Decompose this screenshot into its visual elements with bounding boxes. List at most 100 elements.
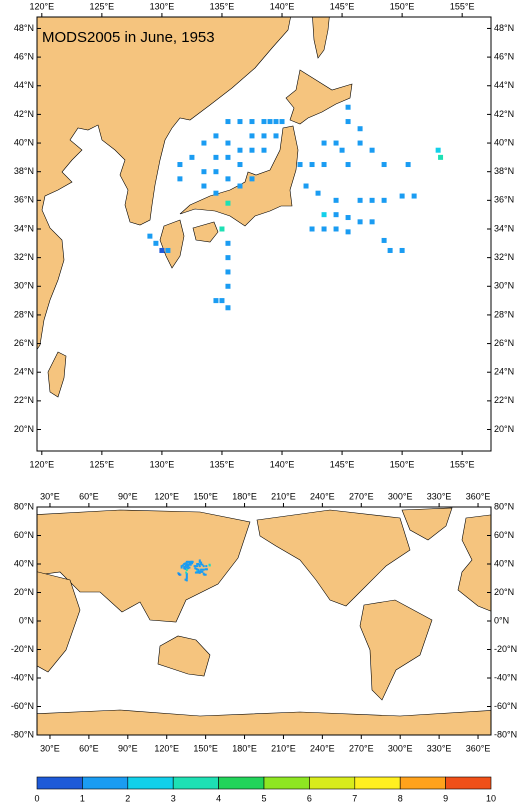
y-tick-label: -40°N: [11, 672, 34, 682]
observation-cell: [201, 568, 204, 571]
observation-cell: [405, 162, 411, 168]
south-america: [359, 599, 433, 701]
observation-cell: [438, 154, 444, 160]
observation-cell: [213, 133, 219, 139]
y-tick-label: 24°N: [494, 367, 514, 377]
observation-cell: [177, 176, 183, 182]
observation-cell: [184, 564, 187, 567]
x-tick-label: 270°E: [349, 491, 374, 501]
observation-layer: [147, 104, 444, 311]
y-tick-label: 0°N: [19, 615, 34, 625]
y-tick-label: 20°N: [494, 424, 514, 434]
observation-cell: [179, 573, 182, 576]
colorbar-label: 4: [216, 793, 221, 803]
observation-cell: [197, 571, 200, 574]
observation-cell: [188, 563, 191, 566]
global-land: [37, 507, 491, 735]
observation-cell: [200, 570, 203, 573]
observation-cell: [237, 147, 243, 153]
y-tick-label: -60°N: [494, 701, 517, 711]
x-tick-label: 180°E: [232, 743, 257, 753]
observation-cell: [225, 283, 231, 289]
asia-mainland: [37, 17, 291, 351]
observation-cell: [208, 564, 211, 567]
observation-cell: [198, 560, 201, 563]
observation-cell: [237, 183, 243, 189]
observation-cell: [188, 560, 191, 563]
australia: [157, 635, 211, 677]
x-tick-label: 180°E: [232, 491, 257, 501]
observation-cell: [279, 119, 285, 125]
observation-cell: [183, 563, 186, 565]
observation-cell: [194, 565, 197, 568]
observation-cell: [249, 176, 255, 182]
y-tick-label: 80°N: [14, 501, 34, 511]
observation-cell: [184, 562, 187, 565]
x-tick-label: 150°E: [390, 459, 415, 469]
observation-cell: [225, 154, 231, 160]
hokkaido: [285, 69, 353, 125]
y-tick-label: -60°N: [11, 701, 34, 711]
observation-cell: [321, 140, 327, 146]
colorbar-bin: [309, 776, 356, 790]
observation-cell: [309, 162, 315, 168]
observation-cell: [357, 219, 363, 225]
x-tick-label: 240°E: [310, 491, 335, 501]
observation-cell: [249, 119, 255, 125]
x-tick-label: 120°E: [154, 743, 179, 753]
observation-cell: [200, 563, 203, 565]
kyushu: [159, 219, 185, 269]
europe-africa-west: [457, 514, 491, 612]
y-tick-label: -80°N: [11, 729, 34, 739]
observation-cell: [297, 162, 303, 168]
observation-cell: [333, 212, 339, 218]
observation-cell: [185, 575, 188, 578]
observation-cell: [345, 215, 351, 221]
observation-cell: [198, 571, 201, 574]
observation-cell: [381, 237, 387, 243]
y-tick-label: 28°N: [14, 309, 34, 319]
x-tick-label: 210°E: [271, 491, 296, 501]
y-tick-label: 34°N: [494, 223, 514, 233]
y-tick-label: 32°N: [14, 252, 34, 262]
y-tick-label: 40°N: [14, 137, 34, 147]
colorbar-label: 8: [398, 793, 403, 803]
observation-cell: [180, 565, 183, 568]
observation-cell: [225, 200, 231, 206]
observation-cell: [333, 140, 339, 146]
observation-cell: [309, 226, 315, 232]
x-tick-label: 90°E: [118, 743, 138, 753]
observation-cell: [213, 190, 219, 196]
observation-cell: [435, 147, 441, 153]
observation-cell: [187, 563, 190, 566]
x-tick-label: 240°E: [310, 743, 335, 753]
y-tick-label: 32°N: [494, 252, 514, 262]
y-tick-label: -80°N: [494, 729, 517, 739]
observation-cell: [183, 567, 186, 570]
x-tick-label: 145°E: [330, 1, 355, 11]
x-tick-label: 60°E: [79, 743, 99, 753]
x-tick-label: 120°E: [154, 491, 179, 501]
y-tick-label: 34°N: [14, 223, 34, 233]
regional-land: [37, 17, 491, 451]
africa: [37, 571, 81, 673]
observation-cell: [267, 119, 273, 125]
x-tick-label: 145°E: [330, 459, 355, 469]
observation-cell: [321, 162, 327, 168]
y-tick-label: 28°N: [494, 309, 514, 319]
observation-cell: [200, 561, 203, 564]
observation-cell: [249, 133, 255, 139]
x-tick-label: 90°E: [118, 491, 138, 501]
observation-cell: [187, 567, 190, 570]
observation-cell: [185, 564, 188, 567]
y-tick-label: -40°N: [494, 672, 517, 682]
observation-cell: [357, 126, 363, 132]
observation-cell: [196, 565, 199, 568]
colorbar-bin: [445, 776, 492, 790]
colorbar-label: 2: [125, 793, 130, 803]
observation-cell: [202, 565, 205, 568]
y-tick-label: 46°N: [494, 51, 514, 61]
x-tick-label: 210°E: [271, 743, 296, 753]
x-tick-label: 155°E: [450, 1, 475, 11]
